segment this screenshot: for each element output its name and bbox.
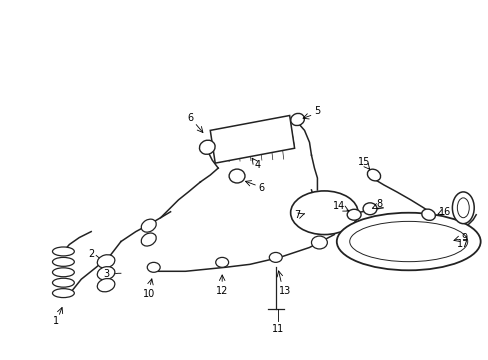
Text: 7: 7	[294, 210, 300, 220]
Ellipse shape	[362, 203, 376, 215]
Ellipse shape	[456, 198, 468, 218]
Ellipse shape	[290, 113, 304, 126]
Text: 2: 2	[88, 249, 94, 260]
Ellipse shape	[52, 289, 74, 298]
Ellipse shape	[311, 236, 326, 249]
Text: 3: 3	[103, 269, 109, 279]
Polygon shape	[210, 116, 294, 163]
Ellipse shape	[215, 257, 228, 267]
Ellipse shape	[97, 255, 115, 268]
Text: 12: 12	[216, 286, 228, 296]
Text: 6: 6	[187, 113, 193, 123]
Text: 15: 15	[357, 157, 369, 167]
Text: 14: 14	[332, 201, 345, 211]
Ellipse shape	[97, 279, 115, 292]
Ellipse shape	[52, 268, 74, 277]
Text: 13: 13	[278, 286, 290, 296]
Ellipse shape	[451, 192, 473, 224]
Ellipse shape	[229, 169, 244, 183]
Ellipse shape	[97, 267, 115, 280]
Text: 10: 10	[142, 289, 155, 299]
Ellipse shape	[366, 169, 380, 181]
Ellipse shape	[269, 252, 282, 262]
Text: 17: 17	[456, 239, 468, 249]
Ellipse shape	[349, 221, 467, 262]
Text: 16: 16	[438, 207, 450, 217]
Text: 8: 8	[375, 199, 381, 209]
Text: 9: 9	[460, 233, 467, 243]
Text: 6: 6	[258, 183, 264, 193]
Ellipse shape	[141, 233, 156, 246]
Ellipse shape	[52, 247, 74, 256]
Ellipse shape	[336, 213, 480, 270]
Ellipse shape	[421, 209, 434, 220]
Ellipse shape	[290, 191, 357, 235]
Text: 4: 4	[254, 160, 261, 170]
Text: 1: 1	[53, 316, 60, 326]
Text: 11: 11	[271, 324, 284, 334]
Ellipse shape	[199, 140, 215, 154]
Ellipse shape	[147, 262, 160, 272]
Ellipse shape	[141, 219, 156, 232]
Text: 5: 5	[314, 105, 320, 116]
Ellipse shape	[346, 209, 360, 220]
Ellipse shape	[52, 278, 74, 287]
Ellipse shape	[52, 257, 74, 266]
